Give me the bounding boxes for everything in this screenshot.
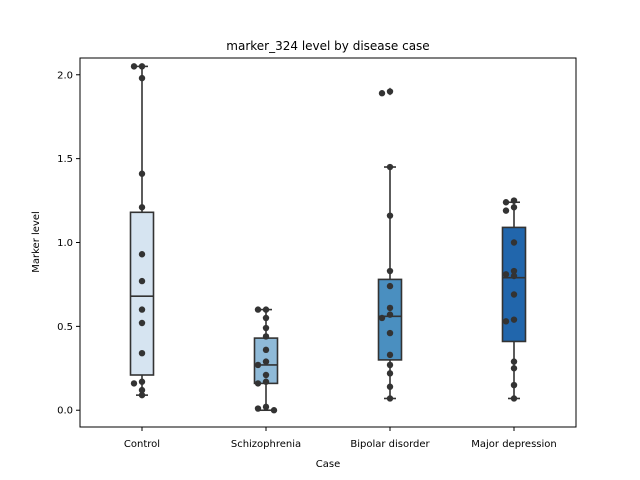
box <box>377 278 403 361</box>
data-point <box>386 267 394 275</box>
data-point <box>254 306 262 313</box>
data-point <box>138 74 146 82</box>
data-point <box>386 329 394 337</box>
data-point <box>254 361 262 369</box>
data-point <box>270 407 278 414</box>
data-point <box>502 199 510 206</box>
x-tick-label: Control <box>124 439 160 450</box>
data-point <box>138 251 146 258</box>
data-point <box>262 358 270 365</box>
data-point <box>510 395 518 402</box>
data-point <box>254 380 262 387</box>
chart-title: marker_324 level by disease case <box>226 39 429 53</box>
x-tick-label: Bipolar disorder <box>350 439 430 450</box>
data-point <box>262 306 270 313</box>
data-point <box>510 272 518 280</box>
box <box>501 226 527 343</box>
data-point <box>138 378 146 385</box>
data-point <box>386 282 394 290</box>
data-point <box>510 197 518 204</box>
data-point <box>386 88 394 95</box>
data-point <box>138 306 146 313</box>
data-point <box>262 314 270 322</box>
y-tick-label: 2.0 <box>57 70 73 81</box>
data-point <box>386 351 394 359</box>
box-group <box>501 201 527 400</box>
y-tick-label: 0.5 <box>57 322 73 333</box>
plot-area <box>129 63 527 414</box>
plot-frame <box>79 57 577 428</box>
data-point <box>262 403 270 411</box>
data-point <box>138 277 146 285</box>
data-point <box>510 267 518 275</box>
data-point <box>378 314 386 322</box>
y-axis-title: Marker level <box>31 211 42 273</box>
data-point <box>138 391 146 399</box>
data-point <box>138 350 146 357</box>
data-point <box>378 90 386 97</box>
data-point <box>386 395 394 402</box>
data-point <box>262 371 270 379</box>
data-point <box>386 383 394 390</box>
data-point <box>386 163 394 171</box>
data-point <box>510 381 518 389</box>
box <box>129 211 155 376</box>
x-tick-label: Schizophrenia <box>231 439 301 450</box>
data-point <box>510 365 518 372</box>
data-point <box>254 405 262 412</box>
data-point <box>138 63 146 70</box>
data-point <box>262 333 270 340</box>
data-point <box>502 271 510 278</box>
data-point <box>262 324 270 332</box>
y-axis: 0.0 0.5 1.0 1.5 2.0 <box>57 70 80 417</box>
data-point <box>510 204 518 211</box>
x-axis: Control Schizophrenia Bipolar disorder Majo… <box>124 427 557 450</box>
data-point <box>386 311 394 318</box>
data-point <box>138 386 146 394</box>
data-point <box>510 358 518 365</box>
data-point <box>502 207 510 214</box>
x-tick-label: Major depression <box>471 439 557 450</box>
y-tick-label: 1.5 <box>57 154 73 165</box>
data-point <box>138 319 146 327</box>
data-point <box>386 212 394 219</box>
y-tick-label: 0.0 <box>57 406 73 417</box>
data-point <box>262 346 270 354</box>
x-axis-title: Case <box>316 459 340 470</box>
data-point <box>130 63 138 70</box>
data-point <box>138 204 146 211</box>
data-point <box>386 370 394 377</box>
data-point <box>262 378 270 385</box>
data-point <box>502 318 510 325</box>
data-point <box>130 380 138 387</box>
data-point <box>386 361 394 369</box>
y-tick-label: 1.0 <box>57 238 73 249</box>
data-point <box>386 304 394 312</box>
data-point <box>510 291 518 298</box>
data-point <box>510 316 518 323</box>
data-point <box>138 170 146 177</box>
box-group <box>129 65 155 396</box>
data-point <box>510 239 518 246</box>
